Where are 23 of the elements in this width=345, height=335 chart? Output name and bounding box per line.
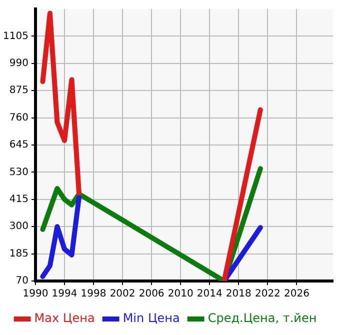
y-tick-label: 1105 (2, 30, 28, 42)
x-tick-label: 2010 (168, 288, 194, 300)
x-tick-label: 2026 (284, 288, 310, 300)
y-tick-label: 875 (9, 85, 28, 96)
x-tick-label: 1998 (80, 288, 106, 300)
y-tick-label: 300 (9, 221, 28, 232)
x-tick-label: 1990 (22, 288, 48, 300)
x-tick-label: 1994 (52, 288, 78, 300)
x-tick-label: 2002 (110, 288, 136, 300)
y-tick-label: 990 (9, 58, 28, 69)
y-tick-label: 415 (9, 194, 28, 205)
x-tick-label: 2014 (196, 288, 222, 300)
y-tick-label: 645 (9, 140, 28, 151)
y-tick-label: 185 (9, 248, 28, 260)
legend-label: Max Цена (34, 311, 95, 326)
x-tick-label: 2018 (226, 288, 252, 300)
y-tick-label: 760 (9, 112, 28, 124)
y-tick-label: 530 (9, 166, 28, 178)
x-tick-label: 2006 (138, 288, 164, 300)
y-tick-label: 70 (16, 276, 28, 287)
legend-label: Min Цена (122, 311, 180, 326)
x-tick-label: 2022 (254, 288, 280, 300)
legend-label: Сред.Цена, т.йен (208, 311, 317, 326)
